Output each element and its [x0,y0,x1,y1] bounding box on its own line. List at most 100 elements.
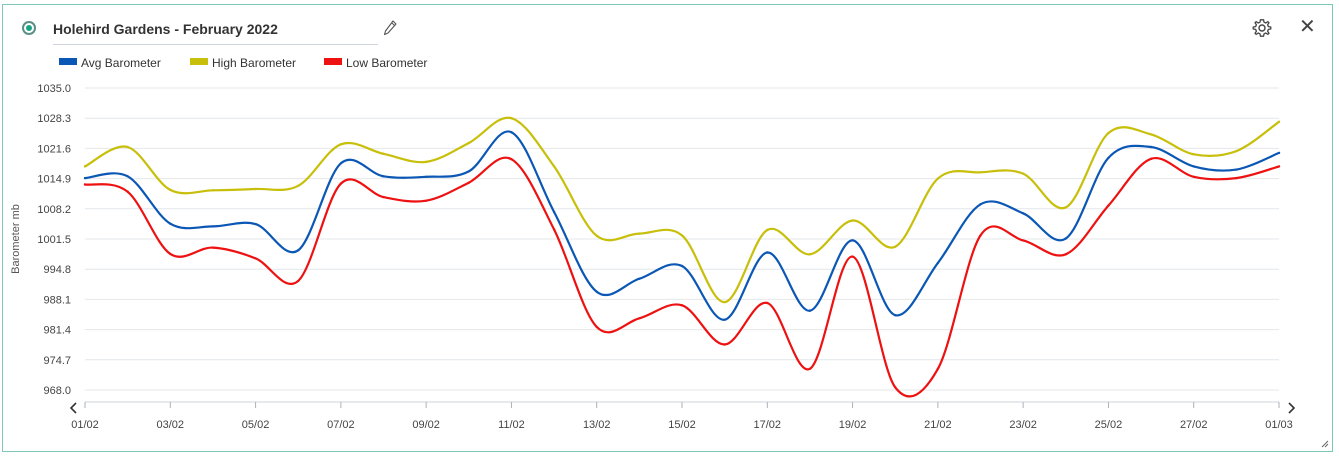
data-point-high-barometer[interactable] [254,187,257,191]
data-point-low-barometer[interactable] [169,252,172,256]
data-point-high-barometer[interactable] [766,228,769,232]
data-point-avg-barometer[interactable] [1235,168,1238,171]
series-line-avg-barometer[interactable] [83,130,1281,321]
data-point-high-barometer[interactable] [1277,120,1281,124]
scroll-left-chevron-icon[interactable] [69,402,77,414]
data-point-avg-barometer[interactable] [894,314,897,317]
data-point-avg-barometer[interactable] [254,222,257,226]
legend-item-avg[interactable]: Avg Barometer [59,55,161,71]
data-point-high-barometer[interactable] [1021,172,1025,175]
data-point-avg-barometer[interactable] [595,290,598,293]
data-point-high-barometer[interactable] [851,219,854,222]
data-point-avg-barometer[interactable] [211,225,215,228]
data-point-high-barometer[interactable] [552,165,556,168]
resize-handle-icon[interactable] [1321,440,1329,448]
data-point-high-barometer[interactable] [297,184,300,187]
data-point-avg-barometer[interactable] [808,309,812,312]
data-point-low-barometer[interactable] [1277,165,1281,168]
data-point-avg-barometer[interactable] [424,175,428,178]
data-point-avg-barometer[interactable] [1021,212,1025,215]
data-point-low-barometer[interactable] [1235,176,1238,180]
data-point-low-barometer[interactable] [1064,253,1068,256]
data-point-avg-barometer[interactable] [638,277,641,280]
data-point-low-barometer[interactable] [467,181,470,184]
close-icon[interactable]: ✕ [1299,16,1316,38]
data-point-low-barometer[interactable] [936,367,940,370]
data-point-avg-barometer[interactable] [680,264,684,268]
data-point-low-barometer[interactable] [723,343,726,346]
data-point-low-barometer[interactable] [552,228,556,231]
data-point-high-barometer[interactable] [680,234,684,237]
data-point-high-barometer[interactable] [936,177,940,180]
data-point-avg-barometer[interactable] [1149,145,1153,149]
data-point-high-barometer[interactable] [211,189,215,192]
data-point-avg-barometer[interactable] [382,175,385,178]
data-point-high-barometer[interactable] [424,160,428,164]
data-point-high-barometer[interactable] [1064,206,1068,209]
data-point-low-barometer[interactable] [126,190,129,193]
data-point-avg-barometer[interactable] [1064,237,1068,240]
data-point-high-barometer[interactable] [1107,131,1110,135]
data-point-avg-barometer[interactable] [1277,151,1281,155]
data-point-high-barometer[interactable] [382,152,385,155]
data-point-high-barometer[interactable] [723,300,726,304]
data-point-low-barometer[interactable] [851,255,854,258]
data-point-low-barometer[interactable] [766,301,769,305]
data-point-high-barometer[interactable] [595,234,598,237]
data-point-avg-barometer[interactable] [83,176,87,180]
data-point-avg-barometer[interactable] [1107,156,1110,160]
data-point-high-barometer[interactable] [169,188,172,192]
data-point-high-barometer[interactable] [1192,153,1195,156]
data-point-avg-barometer[interactable] [126,175,129,178]
data-point-avg-barometer[interactable] [467,170,470,173]
scroll-right-chevron-icon[interactable] [1288,402,1296,414]
data-point-low-barometer[interactable] [638,317,641,320]
data-point-low-barometer[interactable] [979,234,982,237]
radio-selected-icon[interactable] [22,21,36,35]
data-point-low-barometer[interactable] [808,367,812,370]
data-point-avg-barometer[interactable] [851,239,854,242]
data-point-avg-barometer[interactable] [723,318,726,321]
data-point-low-barometer[interactable] [297,279,300,283]
data-point-low-barometer[interactable] [211,246,215,249]
data-point-avg-barometer[interactable] [510,131,513,134]
data-point-avg-barometer[interactable] [552,210,556,214]
data-point-avg-barometer[interactable] [936,261,940,265]
data-point-low-barometer[interactable] [83,183,87,186]
data-point-low-barometer[interactable] [1149,157,1153,160]
data-point-avg-barometer[interactable] [169,222,172,225]
data-point-high-barometer[interactable] [1149,133,1153,136]
data-point-high-barometer[interactable] [339,143,343,146]
data-point-high-barometer[interactable] [1235,149,1238,153]
data-point-avg-barometer[interactable] [979,203,982,206]
widget-title[interactable]: Holehird Gardens - February 2022 [53,21,278,37]
data-point-low-barometer[interactable] [595,325,598,329]
data-point-low-barometer[interactable] [894,386,897,389]
data-point-low-barometer[interactable] [424,199,428,202]
data-point-avg-barometer[interactable] [766,251,769,254]
title-field[interactable]: Holehird Gardens - February 2022 [53,19,378,45]
gear-icon[interactable] [1252,18,1272,38]
pencil-icon[interactable] [383,20,397,36]
data-point-avg-barometer[interactable] [297,249,300,252]
data-point-low-barometer[interactable] [510,158,513,161]
data-point-high-barometer[interactable] [979,171,982,174]
data-point-high-barometer[interactable] [126,145,129,149]
series-line-low-barometer[interactable] [83,156,1281,398]
data-point-high-barometer[interactable] [510,117,513,120]
data-point-high-barometer[interactable] [638,232,641,235]
data-point-low-barometer[interactable] [254,257,257,260]
data-point-low-barometer[interactable] [382,195,385,199]
data-point-low-barometer[interactable] [1021,239,1025,242]
data-point-high-barometer[interactable] [894,245,897,248]
data-point-low-barometer[interactable] [1192,175,1195,178]
legend-item-low[interactable]: Low Barometer [324,55,427,71]
data-point-high-barometer[interactable] [83,165,87,168]
data-point-avg-barometer[interactable] [339,162,343,165]
data-point-avg-barometer[interactable] [1192,165,1195,168]
data-point-low-barometer[interactable] [339,182,343,185]
series-line-high-barometer[interactable] [83,116,1281,304]
data-point-high-barometer[interactable] [467,141,470,145]
legend-item-high[interactable]: High Barometer [190,55,296,71]
data-point-low-barometer[interactable] [680,304,684,307]
